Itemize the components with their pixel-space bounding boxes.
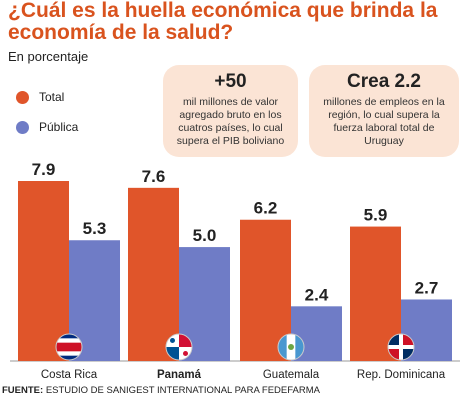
chart-subtitle: En porcentaje [8, 49, 89, 64]
legend-swatch-total [16, 90, 29, 104]
category-label-panam: Panamá [157, 369, 202, 381]
stat-card-employment-figure: Crea 2.2 [347, 71, 421, 92]
value-label-total-rep-dominicana: 5.9 [364, 206, 388, 225]
bar-total-panam [128, 187, 179, 361]
dominican-republic-flag-icon [388, 334, 414, 360]
stat-card-employment-text: millones de empleos en la región, lo cua… [323, 96, 445, 147]
guatemala-flag-ring [277, 333, 305, 361]
bar-total-costa-rica [18, 181, 69, 361]
legend-label-publica: Pública [39, 120, 79, 134]
legend-item-total: Total [16, 90, 64, 104]
category-label-costa-rica: Costa Rica [41, 369, 98, 381]
value-label-total-panam: 7.6 [142, 167, 166, 186]
value-label-p-blica-rep-dominicana: 2.7 [415, 278, 439, 297]
stat-card-value-added-text: mil millones de valor agregado bruto en … [176, 96, 285, 147]
value-label-p-blica-guatemala: 2.4 [305, 285, 329, 304]
legend-swatch-publica [16, 120, 29, 134]
stat-card-value-added-figure: +50 [214, 71, 247, 92]
value-label-total-guatemala: 6.2 [254, 199, 278, 218]
panama-flag-ring [165, 333, 193, 361]
costa-rica-flag-icon [56, 334, 82, 360]
page-title: ¿Cuál es la huella económica que brinda … [8, 0, 438, 44]
source-note: FUENTE: ESTUDIO DE SANIGEST INTERNATIONA… [2, 385, 320, 396]
guatemala-flag-icon [278, 334, 304, 360]
costa-rica-flag-ring [55, 333, 83, 361]
value-label-p-blica-costa-rica: 5.3 [83, 219, 107, 238]
stat-card-employment: Crea 2.2 millones de empleos en la regió… [309, 65, 459, 157]
legend-item-publica: Pública [16, 120, 78, 134]
dominican-republic-flag-ring [387, 333, 415, 361]
category-label-guatemala: Guatemala [263, 369, 320, 381]
value-label-p-blica-panam: 5.0 [193, 226, 217, 245]
legend-label-total: Total [39, 90, 65, 104]
source-text: ESTUDIO DE SANIGEST INTERNATIONAL PARA F… [45, 385, 320, 396]
stat-card-value-added: +50 mil millones de valor agregado bruto… [163, 65, 298, 157]
value-label-total-costa-rica: 7.9 [32, 160, 56, 179]
category-label-rep-dominicana: Rep. Dominicana [357, 369, 446, 381]
source-label: FUENTE: [2, 385, 44, 396]
